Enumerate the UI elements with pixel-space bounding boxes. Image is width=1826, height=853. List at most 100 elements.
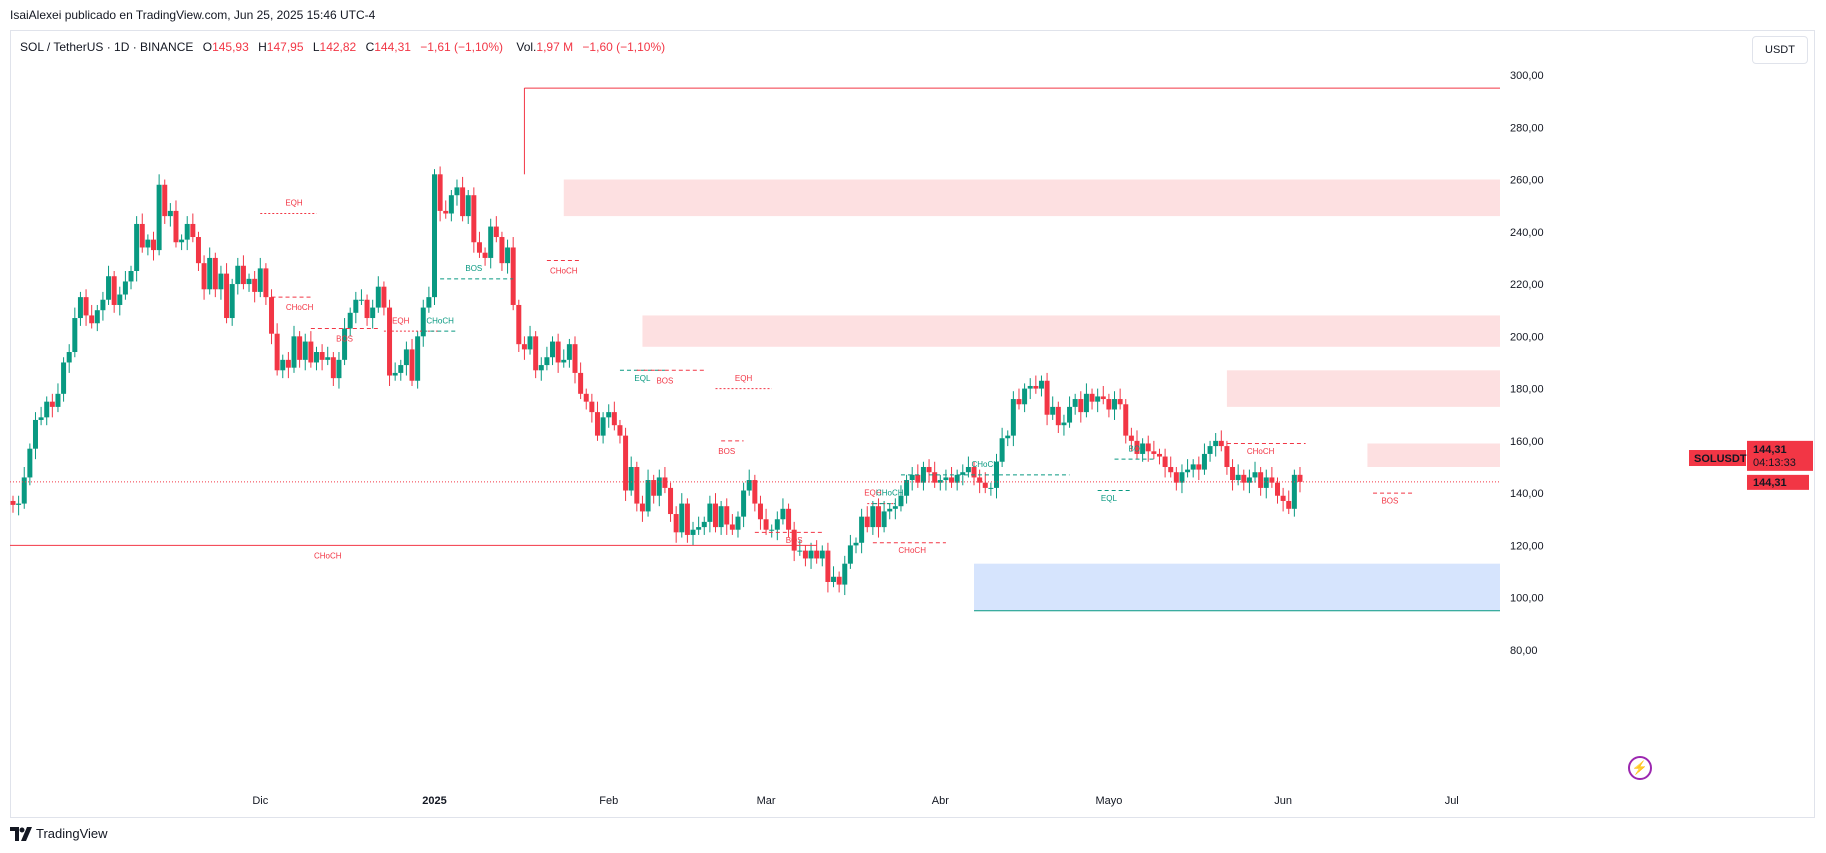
x-tick-label: Dic [252, 795, 268, 807]
candle-body [38, 417, 44, 420]
candle-body [151, 239, 156, 251]
candle-body [55, 393, 61, 407]
candle-body [797, 550, 803, 552]
candle-body [83, 297, 89, 316]
candle-body [684, 503, 690, 535]
candle-body [1241, 474, 1247, 483]
candle-body [375, 286, 381, 308]
candle-body [1072, 399, 1078, 407]
candle-body [173, 210, 179, 243]
candle-body [1083, 393, 1089, 413]
candle-body [1044, 380, 1050, 415]
candle-body [1140, 443, 1146, 454]
candle-body [1038, 380, 1044, 389]
candle-body [808, 550, 814, 559]
price-tag-bg [1747, 440, 1813, 471]
candle-body [1263, 477, 1269, 488]
candle-body [420, 307, 426, 337]
candle-body [724, 506, 730, 525]
lightning-icon[interactable]: ⚡ [1628, 756, 1652, 780]
candle-body [746, 480, 752, 491]
candle-body [1100, 396, 1106, 400]
label-bos-may: BOS [1129, 444, 1146, 453]
candle-body [246, 278, 252, 285]
candle-body [1016, 399, 1022, 405]
candle-body [32, 419, 38, 449]
candle-body [791, 529, 797, 551]
currency-button[interactable]: USDT [1752, 36, 1808, 64]
price-chart[interactable]: 80,00 100,00 120,00 140,00 160,00 180,00 200,0… [0, 0, 1826, 820]
candle-body [1280, 495, 1286, 501]
label-eqh-mar: EQH [864, 489, 882, 498]
candle-body [291, 336, 297, 368]
candle-body [353, 299, 359, 313]
x-tick-label: Abr [932, 795, 949, 807]
chart-frame [10, 30, 1815, 818]
label-bos-jan: BOS [465, 264, 482, 273]
candle-body [235, 265, 241, 285]
symbol-label[interactable]: SOL / TetherUS · 1D · BINANCE [20, 40, 194, 54]
candle-body [285, 359, 291, 368]
candle-body [741, 490, 747, 517]
candle-body [145, 239, 151, 248]
candle-body [1218, 440, 1224, 447]
candle-body [336, 359, 342, 379]
x-tick-label: Jul [1445, 795, 1459, 807]
candle-body [521, 344, 527, 350]
candle-body [387, 307, 393, 376]
candle-body [656, 477, 662, 496]
candle-body [538, 365, 544, 371]
candle-body [550, 341, 556, 358]
candle-body [465, 195, 471, 217]
candle-body [701, 521, 707, 528]
candle-body [139, 223, 145, 248]
candle-body [1055, 406, 1061, 426]
y-tick-label: 140,00 [1510, 488, 1544, 500]
y-tick-label: 120,00 [1510, 540, 1544, 552]
candle-body [10, 500, 16, 505]
candle-body [898, 495, 904, 507]
candle-body [499, 237, 505, 264]
candle-body [330, 357, 336, 379]
tradingview-logo[interactable]: TradingView [10, 826, 108, 841]
label-choch-jun: CHoCH [1247, 447, 1275, 456]
candle-body [409, 349, 415, 381]
candle-body [302, 341, 308, 360]
candle-body [943, 477, 949, 481]
candle-body [1168, 466, 1174, 473]
supply-zone-feb [642, 315, 1500, 347]
candle-body [392, 372, 398, 376]
candle-body [1117, 399, 1123, 405]
candle-body [651, 480, 657, 496]
candle-body [875, 506, 881, 528]
y-tick-label: 100,00 [1510, 593, 1544, 605]
candle-body [257, 268, 263, 292]
label-choch-apr: CHoCH [971, 460, 999, 469]
y-tick-label: 260,00 [1510, 175, 1544, 187]
candle-body [729, 524, 735, 530]
y-tick-label: 180,00 [1510, 384, 1544, 396]
candle-body [1269, 477, 1275, 483]
candle-body [718, 506, 724, 528]
label-choch-big: CHoCH [314, 551, 342, 560]
candle-body [831, 576, 837, 582]
candle-body [611, 412, 617, 426]
candle-body [1297, 474, 1303, 482]
candle-body [583, 393, 589, 402]
candle-body [735, 516, 741, 530]
candle-body [426, 297, 432, 308]
candle-body [870, 506, 876, 528]
candle-body [752, 480, 758, 504]
candle-body [892, 506, 898, 509]
candle-body [89, 315, 95, 324]
candle-body [999, 438, 1005, 462]
candle-body [437, 174, 443, 211]
candle-body [162, 184, 168, 217]
label-choch-mar: CHoCH [876, 489, 904, 498]
candle-body [77, 297, 83, 319]
candle-body [1134, 440, 1140, 454]
candle-body [313, 352, 319, 363]
open-key: O [202, 40, 213, 54]
candle-body [128, 270, 134, 282]
x-tick-label: Mayo [1095, 795, 1122, 807]
